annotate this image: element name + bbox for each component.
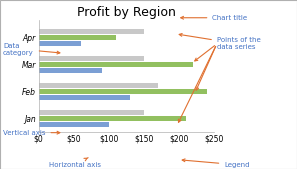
Bar [39, 95, 130, 100]
Text: Points of the
data series: Points of the data series [179, 33, 260, 50]
Bar [39, 116, 186, 121]
Bar [39, 68, 102, 73]
Title: Profit by Region: Profit by Region [77, 6, 176, 19]
Text: Chart title: Chart title [181, 15, 247, 21]
Bar [39, 56, 144, 61]
Bar [39, 122, 109, 127]
Text: Data
category: Data category [3, 43, 60, 55]
Bar [39, 41, 81, 46]
Bar [39, 83, 158, 88]
Text: Legend: Legend [182, 159, 250, 168]
Text: Horizontal axis: Horizontal axis [49, 158, 101, 168]
Text: Vertical axis: Vertical axis [3, 130, 60, 136]
Bar [39, 29, 144, 34]
Bar [39, 62, 193, 67]
Bar [39, 110, 144, 115]
Bar [39, 35, 116, 40]
Bar [39, 89, 207, 94]
